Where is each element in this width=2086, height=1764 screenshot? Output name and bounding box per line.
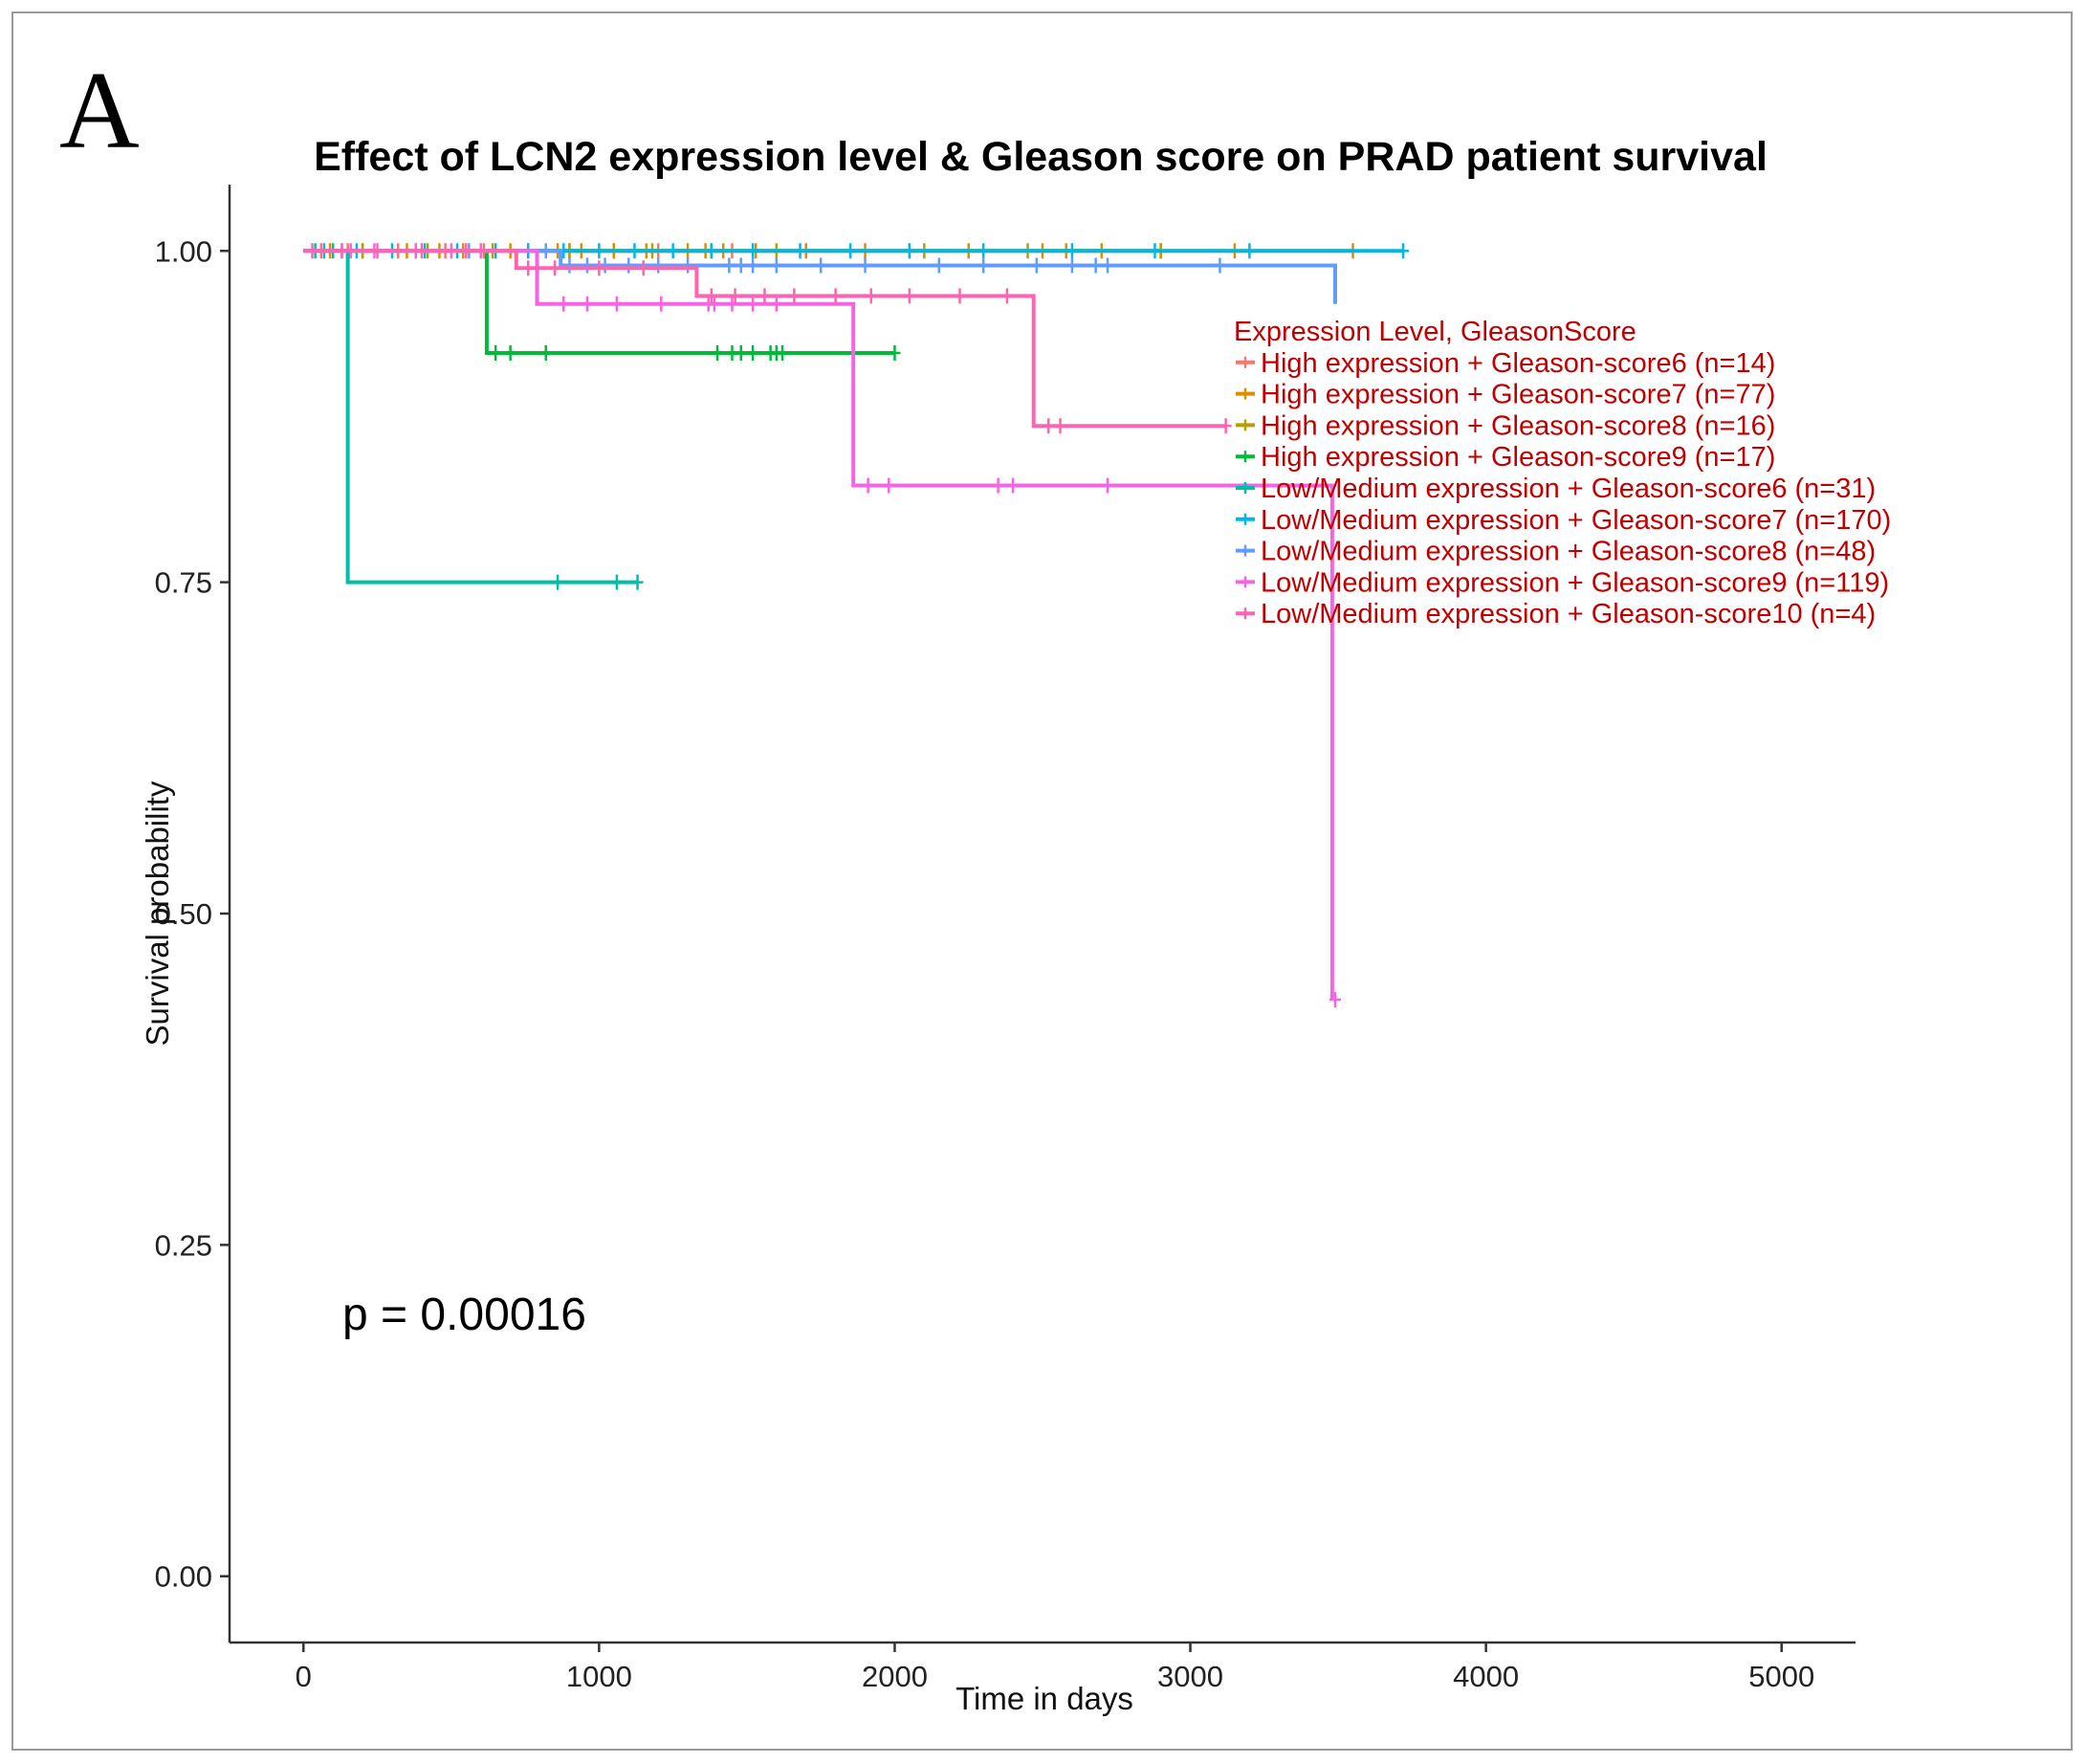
legend-item[interactable]: Low/Medium expression + Gleason-score7 (… — [1236, 505, 1891, 536]
x-tick-label: 4000 — [1453, 1660, 1519, 1693]
legend-label: Low/Medium expression + Gleason-score9 (… — [1261, 567, 1889, 598]
legend-label: Low/Medium expression + Gleason-score8 (… — [1261, 537, 1876, 567]
legend-label: High expression + Gleason-score8 (n=16) — [1261, 410, 1775, 441]
survival-curves — [303, 243, 1410, 1008]
legend-item[interactable]: Low/Medium expression + Gleason-score6 (… — [1236, 474, 1876, 504]
legend-label: Low/Medium expression + Gleason-score6 (… — [1261, 474, 1876, 504]
x-tick-label: 0 — [296, 1660, 312, 1693]
x-axis-label: Time in days — [955, 1681, 1133, 1716]
legend-label: Low/Medium expression + Gleason-score10 … — [1261, 599, 1876, 629]
curve-line — [303, 249, 1226, 429]
figure-frame — [11, 11, 2073, 1751]
p-value-annotation: p = 0.00016 — [342, 1290, 586, 1340]
y-tick-label: 0.75 — [155, 566, 212, 600]
legend-item[interactable]: High expression + Gleason-score8 (n=16) — [1236, 410, 1775, 441]
legend-item[interactable]: Low/Medium expression + Gleason-score8 (… — [1236, 537, 1876, 567]
x-tick-label: 2000 — [862, 1660, 928, 1693]
legend-label: High expression + Gleason-score7 (n=77) — [1261, 380, 1775, 410]
legend-item[interactable]: High expression + Gleason-score6 (n=14) — [1236, 348, 1775, 379]
survival-curve — [303, 243, 1232, 434]
legend-item[interactable]: Low/Medium expression + Gleason-score9 (… — [1236, 567, 1889, 598]
y-tick-label: 0.25 — [155, 1228, 212, 1262]
survival-curve — [303, 243, 644, 590]
x-tick-label: 5000 — [1748, 1660, 1814, 1693]
y-tick-label: 0.00 — [155, 1560, 212, 1594]
x-tick-label: 1000 — [566, 1660, 632, 1693]
x-tick-label: 3000 — [1157, 1660, 1223, 1693]
axes: 0 1000 2000 3000 4000 5000 0.00 0.25 0.50 0.75 1.0… — [155, 185, 1855, 1693]
y-tick-label: 0.50 — [155, 897, 212, 931]
chart-title: Effect of LCN2 expression level & Gleaso… — [314, 134, 1768, 180]
legend-label: High expression + Gleason-score9 (n=17) — [1261, 442, 1775, 473]
legend-item[interactable]: Low/Medium expression + Gleason-score10 … — [1236, 599, 1876, 629]
legend-item[interactable]: High expression + Gleason-score9 (n=17) — [1236, 442, 1775, 473]
legend-item[interactable]: High expression + Gleason-score7 (n=77) — [1236, 380, 1775, 410]
curve-line — [303, 249, 1334, 1001]
panel-label: A — [59, 50, 140, 172]
legend-label: Low/Medium expression + Gleason-score7 (… — [1261, 505, 1891, 536]
legend-title: Expression Level, GleasonScore — [1234, 317, 1636, 347]
legend-label: High expression + Gleason-score6 (n=14) — [1261, 348, 1775, 379]
survival-curve — [303, 243, 1341, 1008]
y-axis-label: Survival probability — [140, 781, 175, 1046]
y-tick-label: 1.00 — [155, 234, 212, 268]
